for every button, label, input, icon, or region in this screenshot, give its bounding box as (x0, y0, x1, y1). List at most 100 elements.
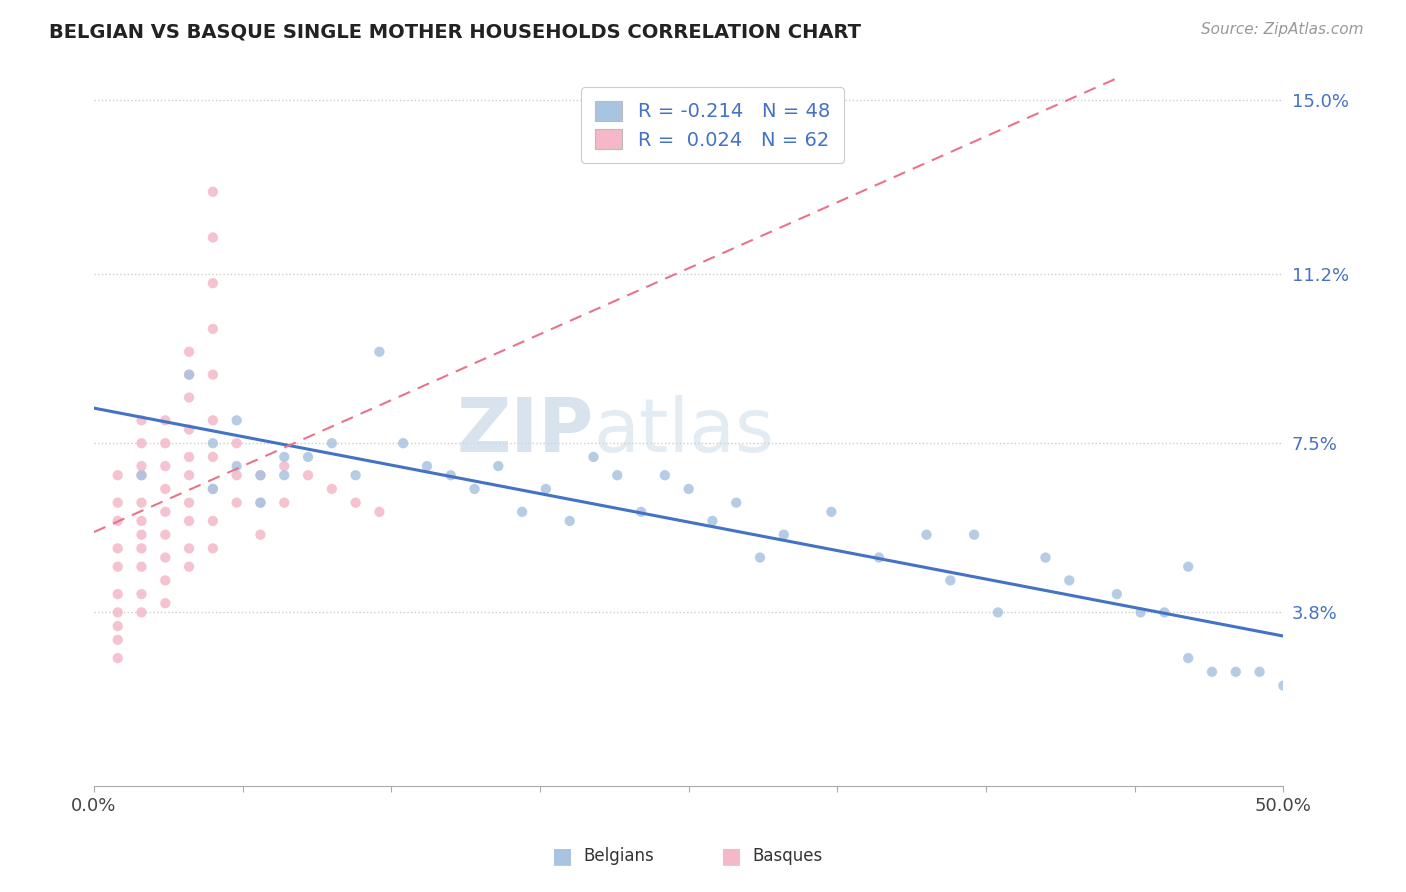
Point (177, 423, 200, 437)
Point (702, 514, 724, 528)
Point (249, 496, 271, 510)
Point (155, 596, 177, 610)
Point (155, 413, 177, 427)
Point (321, 436, 343, 450)
Point (273, 496, 295, 510)
Point (249, 527, 271, 541)
Point (249, 496, 271, 510)
Point (915, 527, 938, 541)
Point (201, 322, 224, 336)
Point (1201, 665, 1223, 679)
Point (344, 468, 367, 483)
Point (155, 436, 177, 450)
Text: Belgians: Belgians (583, 847, 654, 865)
Point (177, 450, 200, 464)
Point (273, 450, 295, 464)
Point (392, 436, 415, 450)
Point (321, 482, 343, 496)
Point (510, 505, 533, 519)
Point (725, 496, 748, 510)
Point (1249, 665, 1271, 679)
Point (107, 559, 129, 574)
Point (201, 450, 224, 464)
Text: atlas: atlas (593, 395, 775, 468)
Point (1272, 679, 1295, 693)
Point (1035, 550, 1057, 565)
Point (201, 185, 224, 199)
Text: ZIP: ZIP (456, 395, 593, 468)
Legend: R = -0.214   N = 48, R =  0.024   N = 62: R = -0.214 N = 48, R = 0.024 N = 62 (581, 87, 844, 163)
Point (201, 230, 224, 244)
Point (630, 505, 652, 519)
Point (225, 436, 247, 450)
Point (225, 413, 247, 427)
Point (368, 344, 391, 359)
Point (558, 514, 581, 528)
Point (131, 436, 153, 450)
Point (177, 368, 200, 382)
Point (440, 468, 463, 483)
Point (201, 482, 224, 496)
Point (868, 550, 890, 565)
Point (273, 468, 295, 483)
Point (749, 550, 772, 565)
Text: Basques: Basques (752, 847, 823, 865)
Point (820, 505, 842, 519)
Point (155, 527, 177, 541)
Point (177, 368, 200, 382)
Point (201, 541, 224, 556)
Point (131, 527, 153, 541)
Point (1177, 651, 1199, 665)
Point (606, 468, 628, 483)
Point (939, 574, 962, 588)
Point (297, 468, 319, 483)
Point (225, 459, 247, 474)
Text: ■: ■ (553, 847, 572, 866)
Point (1105, 587, 1128, 601)
Text: Source: ZipAtlas.com: Source: ZipAtlas.com (1201, 22, 1364, 37)
Point (201, 482, 224, 496)
Point (1129, 606, 1152, 620)
Point (107, 541, 129, 556)
Point (131, 468, 153, 483)
Point (582, 450, 605, 464)
Point (131, 606, 153, 620)
Point (225, 468, 247, 483)
Point (131, 413, 153, 427)
Point (344, 496, 367, 510)
Point (131, 468, 153, 483)
Point (177, 344, 200, 359)
Point (987, 606, 1010, 620)
Point (107, 651, 129, 665)
Text: ■: ■ (721, 847, 741, 866)
Point (177, 391, 200, 405)
Point (416, 459, 439, 474)
Point (201, 276, 224, 290)
Point (678, 482, 700, 496)
Point (131, 496, 153, 510)
Point (201, 436, 224, 450)
Point (155, 550, 177, 565)
Point (201, 413, 224, 427)
Point (486, 459, 509, 474)
Point (107, 514, 129, 528)
Point (107, 632, 129, 647)
Point (177, 514, 200, 528)
Point (201, 514, 224, 528)
Point (107, 587, 129, 601)
Point (654, 468, 676, 483)
Point (155, 574, 177, 588)
Point (155, 459, 177, 474)
Point (107, 496, 129, 510)
Point (368, 505, 391, 519)
Point (1153, 606, 1175, 620)
Point (225, 496, 247, 510)
Point (249, 468, 271, 483)
Point (1177, 559, 1199, 574)
Point (534, 482, 557, 496)
Text: BELGIAN VS BASQUE SINGLE MOTHER HOUSEHOLDS CORRELATION CHART: BELGIAN VS BASQUE SINGLE MOTHER HOUSEHOL… (49, 22, 862, 41)
Point (273, 459, 295, 474)
Point (177, 496, 200, 510)
Point (131, 541, 153, 556)
Point (201, 368, 224, 382)
